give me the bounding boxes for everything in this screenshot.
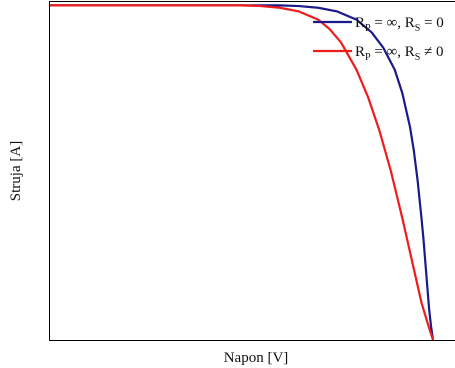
legend-label-part: R	[355, 15, 365, 31]
legend-label-part: S	[415, 52, 421, 63]
legend-label-part: = 0	[420, 15, 443, 31]
plot-frame	[49, 1, 455, 341]
legend-label-part: R	[355, 44, 365, 60]
legend-entry-2: RP = ∞, RS ≠ 0	[313, 44, 444, 63]
legend-label-part: ≠ 0	[420, 44, 443, 60]
legend-label-part: P	[365, 52, 371, 63]
legend-entry-1: RP = ∞, RS = 0	[313, 15, 444, 34]
legend-label-part: = ∞, R	[371, 44, 415, 60]
x-axis-label: Napon [V]	[224, 350, 289, 366]
legend-label-part: P	[365, 23, 371, 34]
series-layer	[50, 4, 435, 341]
legend-label-1: RP = ∞, RS = 0	[355, 15, 444, 34]
legend-label-2: RP = ∞, RS ≠ 0	[355, 44, 444, 63]
y-axis-label: Struja [A]	[8, 141, 24, 201]
legend-label-part: S	[415, 23, 421, 34]
legend: RP = ∞, RS = 0RP = ∞, RS ≠ 0	[313, 15, 444, 63]
series-line-2	[50, 4, 435, 341]
legend-label-part: = ∞, R	[371, 15, 415, 31]
